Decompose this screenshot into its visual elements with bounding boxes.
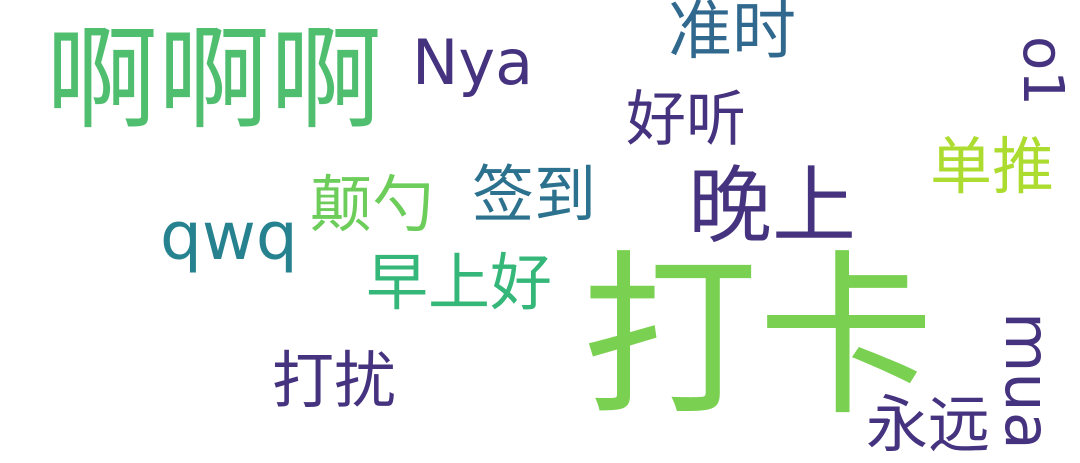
word-haoting: 好听: [626, 85, 746, 155]
word-yongyuan: 永远: [866, 388, 991, 461]
word-mua: mua: [991, 312, 1064, 450]
word-zaoshanghao: 早上好: [366, 246, 553, 319]
word-o1: o1: [1010, 36, 1075, 106]
word-nya: Nya: [412, 26, 534, 99]
word-darao: 打扰: [272, 344, 397, 417]
word-qwq: qwq: [160, 198, 298, 275]
word-daka: 打卡: [582, 235, 935, 440]
word-dianshao: 颠勺: [310, 168, 435, 241]
word-qiandao: 签到: [472, 158, 597, 231]
word-dantui: 单推: [930, 130, 1055, 203]
word-zhunshi: 准时: [668, 0, 796, 69]
word-aaa: 啊啊啊: [46, 15, 382, 145]
word-wanshang: 晚上: [688, 157, 857, 255]
